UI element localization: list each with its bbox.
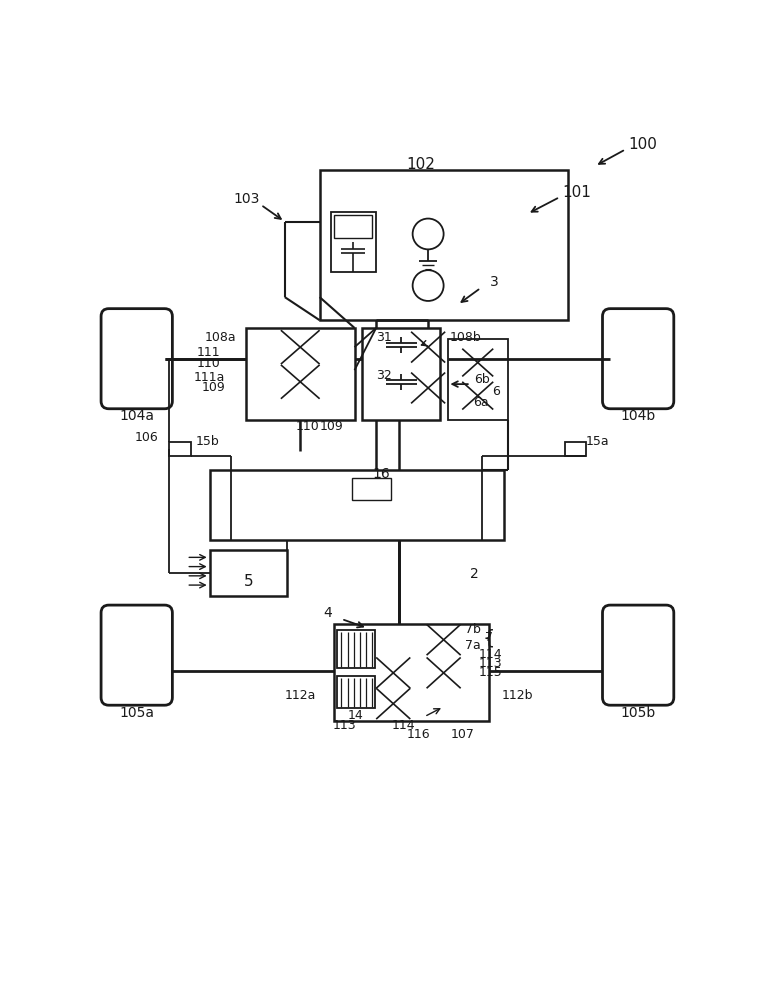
Text: 7: 7 [484,631,493,644]
Text: 106: 106 [134,431,159,444]
Bar [352,478,391,500]
Text: 105a: 105a [119,706,154,720]
Text: 108b: 108b [450,331,481,344]
FancyBboxPatch shape [603,309,674,409]
Text: 115: 115 [478,666,502,679]
Bar [169,442,191,456]
Text: 31: 31 [376,331,392,344]
Text: 5: 5 [244,574,254,589]
Text: 111: 111 [197,346,220,359]
Circle shape [413,270,443,301]
Text: 111a: 111a [194,371,225,384]
Text: 113: 113 [478,657,502,670]
Text: 32: 32 [376,369,392,382]
Bar [209,550,287,596]
Text: 109: 109 [320,420,343,433]
Text: 14: 14 [348,709,363,722]
Bar [320,170,568,320]
Text: 105b: 105b [621,706,656,720]
Circle shape [413,219,443,249]
Text: 104b: 104b [621,409,656,423]
Bar [362,328,439,420]
Text: 114: 114 [392,719,415,732]
Text: 103: 103 [234,192,260,206]
Text: 109: 109 [201,381,225,394]
Bar [565,442,586,456]
Text: 104a: 104a [119,409,154,423]
Bar [333,215,373,238]
Text: 110: 110 [197,357,220,370]
Text: 116: 116 [407,728,430,741]
Bar [333,624,489,721]
Text: 15b: 15b [195,435,219,448]
Text: 6: 6 [493,385,500,398]
Text: 101: 101 [562,185,591,200]
FancyBboxPatch shape [101,309,172,409]
Text: {: { [483,629,495,648]
Text: 112a: 112a [285,689,316,702]
Text: 7b: 7b [465,623,481,636]
Text: 108a: 108a [204,331,236,344]
Text: 4: 4 [323,606,332,620]
Text: 114: 114 [478,648,502,661]
Bar [448,339,508,420]
Text: 16: 16 [373,467,390,481]
Text: 7a: 7a [465,639,481,652]
Text: 6b: 6b [474,373,490,386]
Text: 112b: 112b [502,689,533,702]
Text: 2: 2 [471,567,479,581]
Text: 113: 113 [332,719,356,732]
Bar [246,328,354,420]
Bar [331,212,376,272]
Bar [337,676,376,708]
FancyBboxPatch shape [603,605,674,705]
Bar [337,630,376,668]
Text: 110: 110 [296,420,320,433]
Text: 102: 102 [406,157,435,172]
Bar [209,470,504,540]
Text: 3: 3 [490,275,499,289]
Text: 107: 107 [450,728,474,741]
Text: 15a: 15a [585,435,609,448]
Text: 100: 100 [628,137,657,152]
Text: 6a: 6a [473,396,489,409]
FancyBboxPatch shape [101,605,172,705]
